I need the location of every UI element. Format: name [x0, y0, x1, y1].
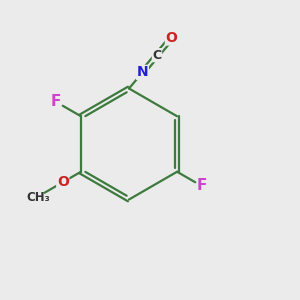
- Text: C: C: [152, 49, 161, 62]
- Text: O: O: [57, 175, 69, 189]
- Text: F: F: [196, 178, 207, 194]
- Text: N: N: [137, 65, 148, 80]
- Text: CH₃: CH₃: [26, 191, 50, 205]
- Text: F: F: [51, 94, 62, 110]
- Text: O: O: [166, 31, 177, 45]
